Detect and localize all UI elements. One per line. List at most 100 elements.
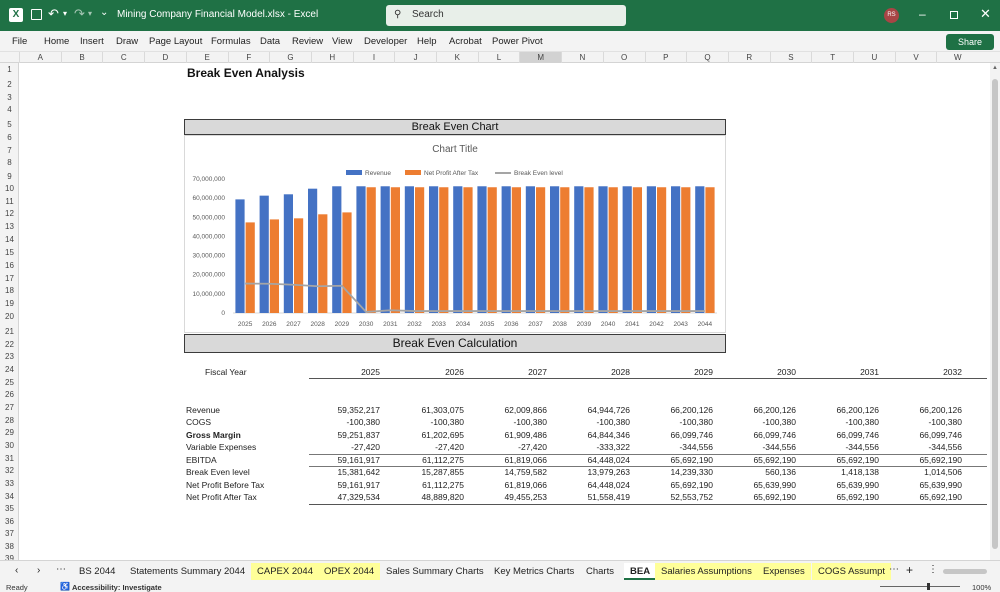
- table-cell[interactable]: -100,380: [762, 417, 796, 427]
- table-cell[interactable]: 14,239,330: [670, 467, 713, 477]
- row-header-6[interactable]: 6: [7, 133, 12, 142]
- zoom-level[interactable]: 100%: [972, 583, 992, 592]
- menu-home[interactable]: Home: [44, 36, 70, 47]
- column-header-a[interactable]: A: [19, 52, 61, 63]
- table-cell[interactable]: 61,303,075: [421, 405, 464, 415]
- table-cell[interactable]: 59,251,837: [337, 430, 380, 440]
- column-header-s[interactable]: S: [769, 52, 812, 63]
- row-header-8[interactable]: 8: [7, 158, 12, 167]
- tab-cogs-assumpt[interactable]: COGS Assumpt: [812, 563, 892, 580]
- table-cell[interactable]: 65,692,190: [753, 455, 796, 465]
- menu-formulas[interactable]: Formulas: [211, 36, 251, 47]
- tab-charts[interactable]: Charts: [586, 566, 614, 577]
- table-cell[interactable]: -344,556: [679, 442, 713, 452]
- column-header-w[interactable]: W: [936, 52, 978, 63]
- table-cell[interactable]: -100,380: [596, 417, 630, 427]
- table-cell[interactable]: 65,639,990: [836, 480, 879, 490]
- column-header-v[interactable]: V: [894, 52, 937, 63]
- row-header-28[interactable]: 28: [5, 416, 14, 425]
- column-header-h[interactable]: H: [310, 52, 353, 63]
- table-cell[interactable]: -344,556: [845, 442, 879, 452]
- tab-scroll-left-icon[interactable]: ‹: [15, 565, 19, 576]
- menu-help[interactable]: Help: [417, 36, 437, 47]
- table-cell[interactable]: 1,418,138: [841, 467, 879, 477]
- tab-scroll-right-icon[interactable]: ›: [37, 565, 41, 576]
- row-header-37[interactable]: 37: [5, 529, 14, 538]
- table-cell[interactable]: -333,322: [596, 442, 630, 452]
- table-cell[interactable]: 49,455,253: [504, 492, 547, 502]
- tab-capex-2044[interactable]: CAPEX 2044: [251, 563, 319, 580]
- column-header-o[interactable]: O: [602, 52, 645, 63]
- row-header-17[interactable]: 17: [5, 274, 14, 283]
- tab-overflow-icon[interactable]: ⋯: [889, 564, 899, 575]
- table-cell[interactable]: 65,692,190: [670, 480, 713, 490]
- table-cell[interactable]: 61,112,275: [422, 480, 464, 490]
- table-cell[interactable]: -27,420: [518, 442, 547, 452]
- row-header-4[interactable]: 4: [7, 105, 12, 114]
- column-header-j[interactable]: J: [394, 52, 436, 63]
- row-header-34[interactable]: 34: [5, 492, 14, 501]
- row-header-10[interactable]: 10: [5, 184, 14, 193]
- table-cell[interactable]: 61,819,066: [504, 480, 547, 490]
- table-cell[interactable]: 61,112,275: [422, 455, 464, 465]
- tab-expenses[interactable]: Expenses: [757, 563, 811, 580]
- table-cell[interactable]: -100,380: [346, 417, 380, 427]
- row-header-36[interactable]: 36: [5, 517, 14, 526]
- table-cell[interactable]: 560,136: [765, 467, 796, 477]
- row-header-18[interactable]: 18: [5, 286, 14, 295]
- table-cell[interactable]: 13,979,263: [587, 467, 630, 477]
- tab-statements-summary-2044[interactable]: Statements Summary 2044: [130, 566, 246, 577]
- accessibility-status[interactable]: Accessibility: Investigate: [72, 583, 162, 592]
- table-cell[interactable]: 61,819,066: [504, 455, 547, 465]
- table-cell[interactable]: -344,556: [762, 442, 796, 452]
- column-header-u[interactable]: U: [853, 52, 895, 63]
- table-cell[interactable]: 65,639,990: [919, 480, 962, 490]
- row-header-5[interactable]: 5: [7, 120, 12, 129]
- table-cell[interactable]: 48,889,820: [421, 492, 464, 502]
- table-cell[interactable]: 51,558,419: [587, 492, 630, 502]
- table-cell[interactable]: -27,420: [351, 442, 380, 452]
- restore-icon[interactable]: [950, 11, 958, 19]
- table-cell[interactable]: 64,944,726: [587, 405, 630, 415]
- column-header-t[interactable]: T: [811, 52, 853, 63]
- tab-opex-2044[interactable]: OPEX 2044: [318, 563, 381, 580]
- row-header-26[interactable]: 26: [5, 390, 14, 399]
- tab-bea[interactable]: BEA: [624, 563, 657, 580]
- table-cell[interactable]: -100,380: [845, 417, 879, 427]
- table-cell[interactable]: -100,380: [928, 417, 962, 427]
- row-header-24[interactable]: 24: [5, 365, 14, 374]
- table-cell[interactable]: 66,200,126: [670, 405, 713, 415]
- table-cell[interactable]: 1,014,506: [924, 467, 962, 477]
- menu-acrobat[interactable]: Acrobat: [449, 36, 482, 47]
- table-cell[interactable]: -100,380: [679, 417, 713, 427]
- menu-data[interactable]: Data: [260, 36, 281, 47]
- table-cell[interactable]: 64,844,346: [587, 430, 630, 440]
- table-cell[interactable]: 66,099,746: [836, 430, 879, 440]
- column-header-i[interactable]: I: [352, 52, 395, 63]
- table-cell[interactable]: 65,692,190: [836, 455, 879, 465]
- column-header-n[interactable]: N: [561, 52, 603, 63]
- row-header-21[interactable]: 21: [5, 327, 14, 336]
- row-header-14[interactable]: 14: [5, 235, 14, 244]
- row-header-30[interactable]: 30: [5, 441, 14, 450]
- row-header-13[interactable]: 13: [5, 222, 14, 231]
- table-cell[interactable]: 66,200,126: [836, 405, 879, 415]
- quick-access-more-icon[interactable]: ⌄: [100, 7, 109, 18]
- table-cell[interactable]: 66,099,746: [670, 430, 713, 440]
- avatar[interactable]: RS: [884, 8, 899, 23]
- menu-draw[interactable]: Draw: [116, 36, 139, 47]
- zoom-thumb[interactable]: [927, 583, 930, 590]
- row-header-11[interactable]: 11: [5, 197, 14, 206]
- row-header-31[interactable]: 31: [5, 454, 14, 463]
- redo-icon[interactable]: ↷: [74, 6, 85, 21]
- table-cell[interactable]: 65,692,190: [836, 492, 879, 502]
- save-icon[interactable]: [31, 9, 42, 20]
- column-header-e[interactable]: E: [185, 52, 228, 63]
- table-cell[interactable]: 65,692,190: [670, 455, 713, 465]
- column-header-p[interactable]: P: [644, 52, 687, 63]
- break-even-chart[interactable]: Chart Title Revenue Net Profit After Tax Br…: [184, 135, 726, 333]
- table-cell[interactable]: 65,639,990: [753, 480, 796, 490]
- row-header-35[interactable]: 35: [5, 504, 14, 513]
- worksheet-grid[interactable]: Break Even Analysis Break Even Chart Cha…: [19, 63, 990, 560]
- column-header-q[interactable]: Q: [686, 52, 728, 63]
